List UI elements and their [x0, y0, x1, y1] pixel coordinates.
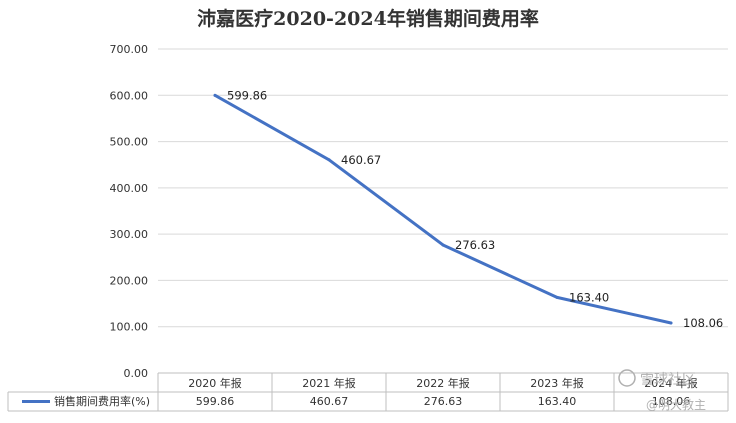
chart-title: 沛嘉医疗2020-2024年销售期间费用率: [197, 7, 539, 30]
x-category-label: 2023 年报: [530, 376, 584, 390]
legend-series-name: 销售期间费用率(%): [54, 394, 150, 408]
x-category-label: 2024 年报: [644, 376, 698, 390]
y-tick-label: 500.00: [110, 136, 149, 149]
y-tick-label: 0.00: [124, 367, 149, 380]
watermark-handle: @明大教主: [646, 397, 706, 412]
data-point: [669, 321, 673, 325]
y-tick-label: 600.00: [110, 89, 149, 102]
data-label: 460.67: [341, 153, 381, 167]
y-tick-label: 300.00: [110, 228, 149, 241]
gridlines: [158, 48, 728, 328]
data-table: 2020 年报 2021 年报 2022 年报 2023 年报 2024 年报销售期间费…: [7, 372, 729, 412]
table-value-cell: 108.06: [652, 395, 691, 408]
data-labels: 599.86 460.67 276.63 163.40 108.06: [227, 88, 723, 330]
table-value-cell: 599.86: [196, 395, 235, 408]
data-point: [441, 243, 445, 247]
series-line: [213, 93, 673, 325]
watermark-text: 雪球社区: [640, 372, 696, 388]
y-axis-ticks: 0.00 100.00 200.00 300.00 400.00 500.00 600.00…: [110, 43, 149, 380]
x-category-label: 2021 年报: [302, 376, 356, 390]
x-category-label: 2022 年报: [416, 376, 470, 390]
series-line-group: [213, 93, 673, 325]
table-value-cell: 460.67: [310, 395, 349, 408]
data-point: [327, 158, 331, 162]
data-label: 163.40: [569, 290, 609, 304]
y-tick-label: 400.00: [110, 182, 149, 195]
y-tick-label: 100.00: [110, 321, 149, 334]
data-point: [555, 295, 559, 299]
table-value-cell: 163.40: [538, 395, 577, 408]
data-label: 108.06: [683, 316, 723, 330]
table-value-cell: 276.63: [424, 395, 463, 408]
watermark: 雪球社区 @明大教主: [618, 369, 706, 412]
x-category-label: 2020 年报: [188, 376, 242, 390]
data-point: [213, 93, 217, 97]
y-tick-label: 700.00: [110, 43, 149, 56]
data-label: 599.86: [227, 88, 267, 102]
snowball-icon: [618, 369, 636, 387]
data-label: 276.63: [455, 238, 495, 252]
y-tick-label: 200.00: [110, 274, 149, 287]
